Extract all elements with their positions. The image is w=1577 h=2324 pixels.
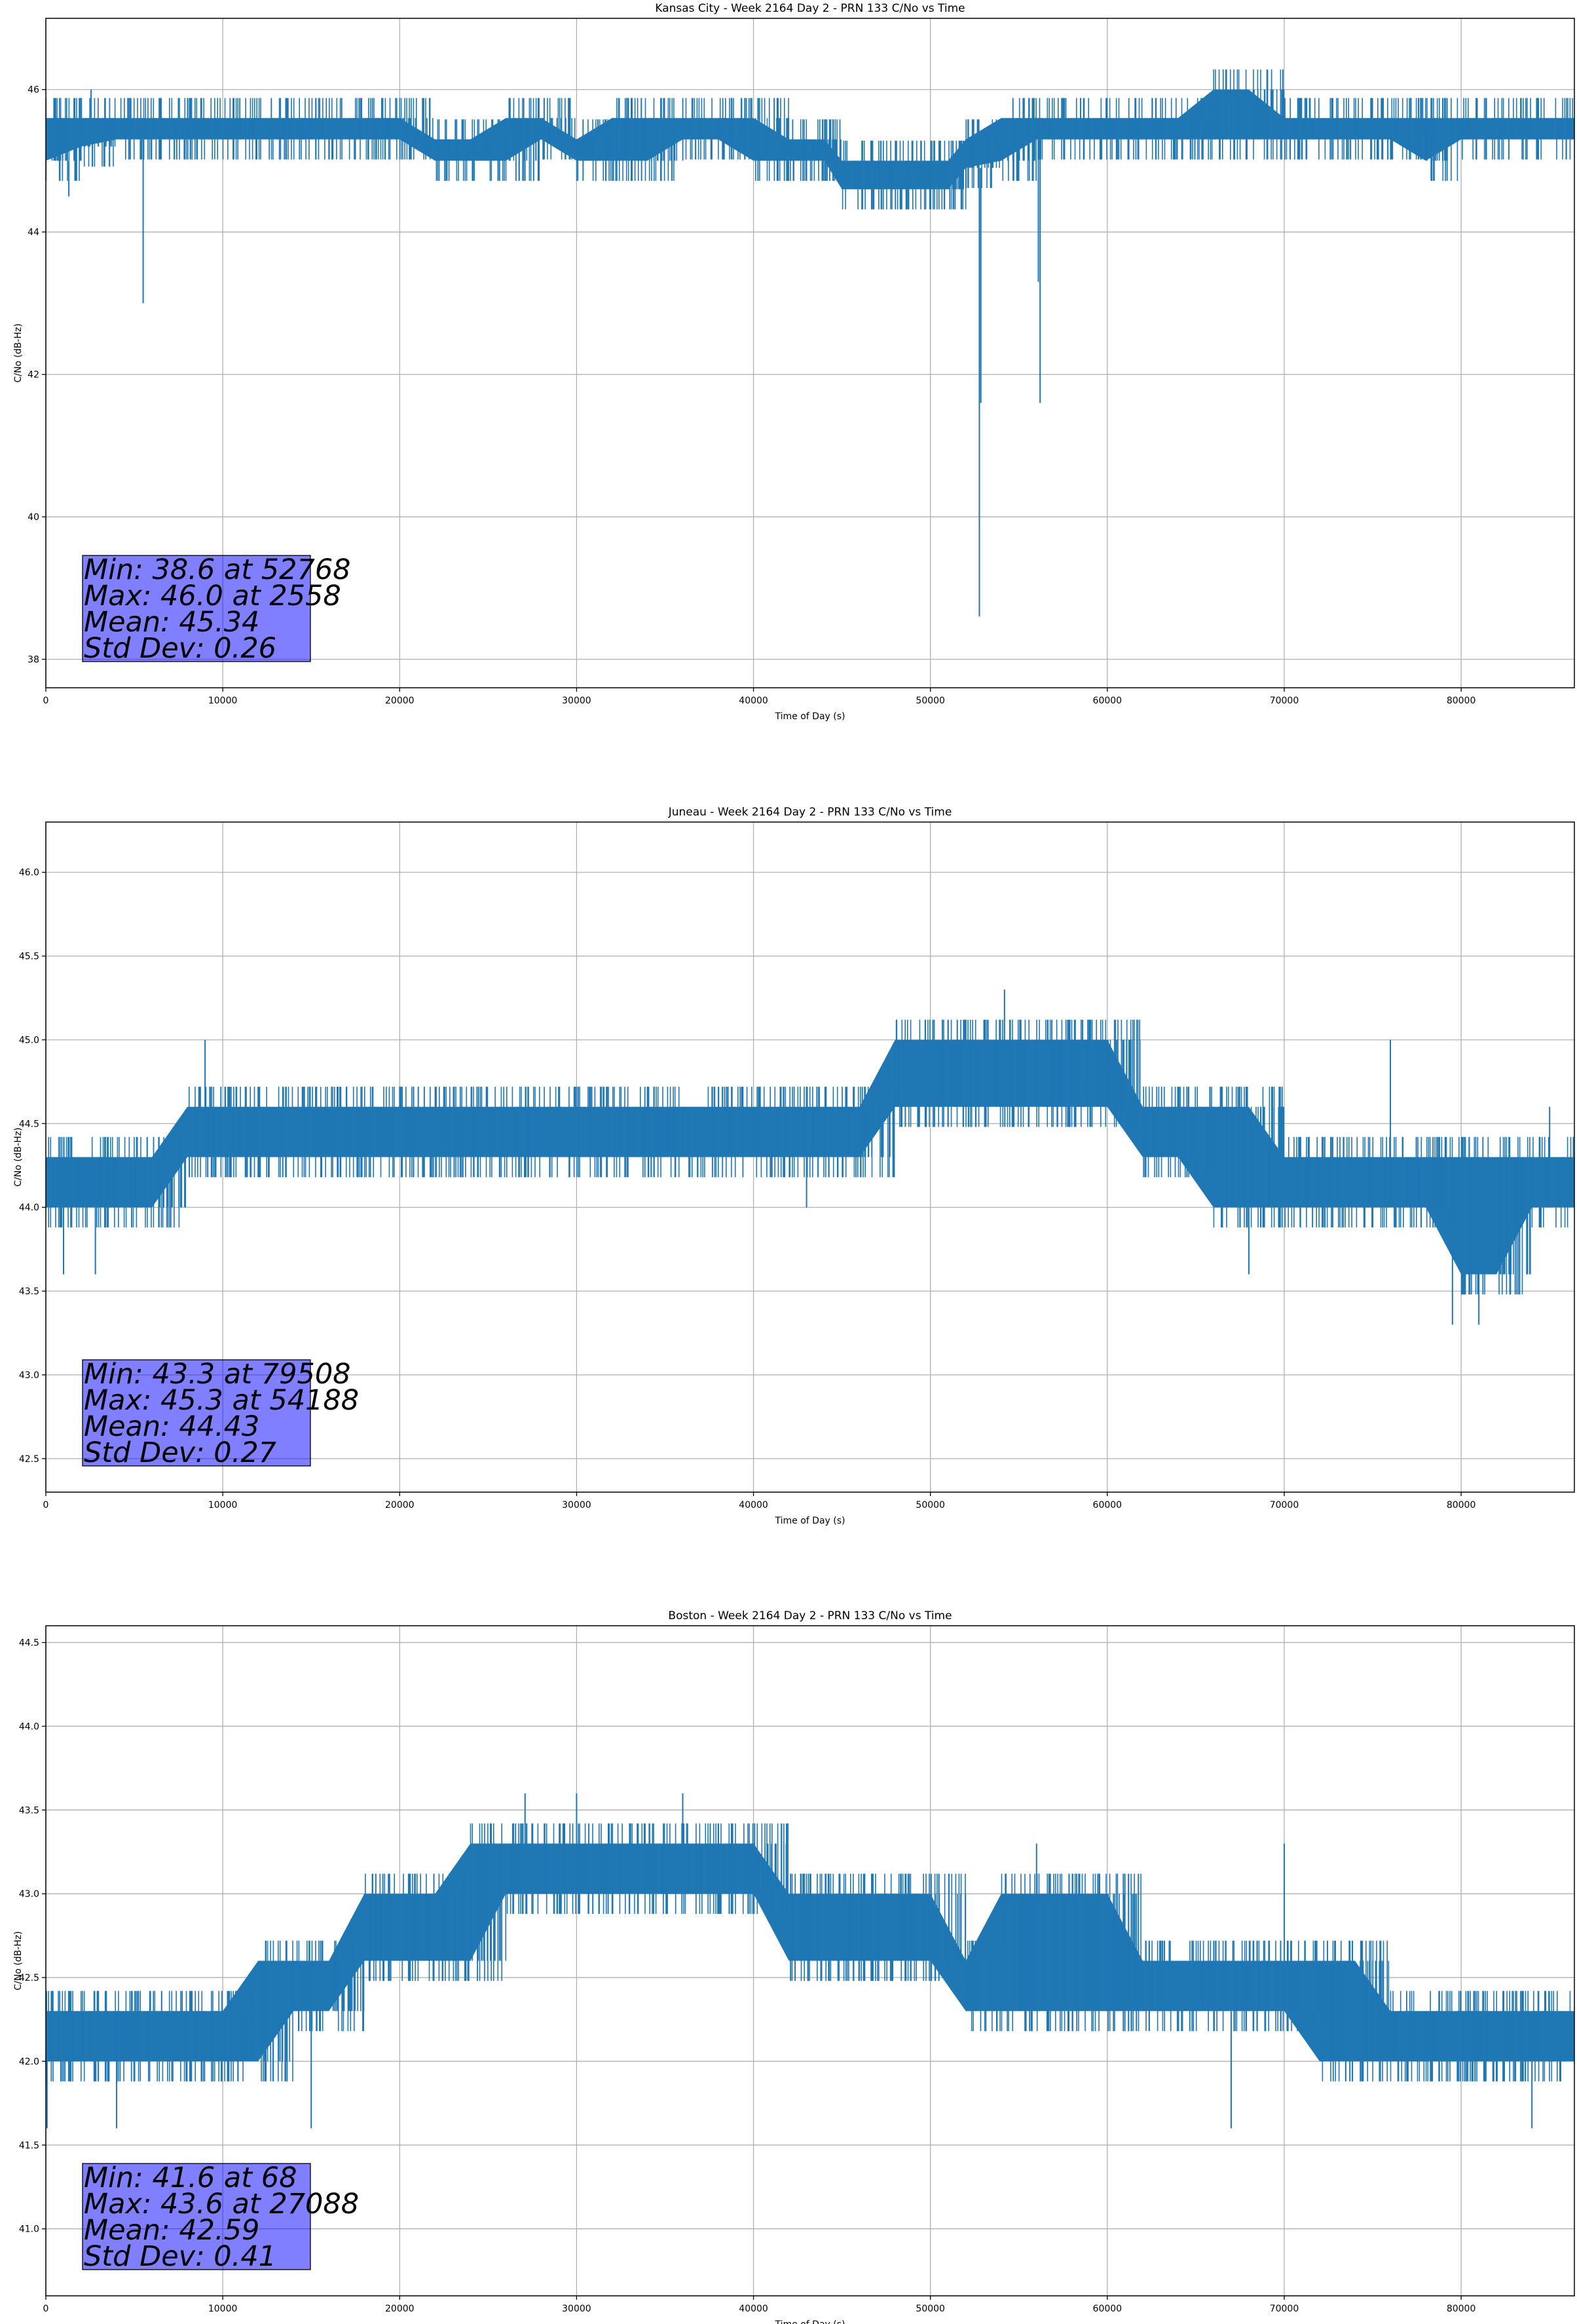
- x-tick-label: 50000: [916, 2304, 945, 2314]
- chart-title: Boston - Week 2164 Day 2 - PRN 133 C/No …: [668, 1609, 952, 1622]
- y-tick-label: 45.5: [19, 952, 39, 962]
- y-tick-label: 46.0: [19, 868, 39, 878]
- x-tick-label: 80000: [1447, 696, 1476, 706]
- x-tick-label: 10000: [208, 696, 238, 706]
- series-line: [46, 1793, 1574, 2129]
- series-line: [46, 989, 1574, 1325]
- x-tick-label: 50000: [916, 696, 945, 706]
- series-noise: [48, 1019, 1574, 1295]
- stats-line: Min: 43.3 at 79508: [84, 1358, 351, 1391]
- stats-line: Max: 43.6 at 27088: [84, 2188, 359, 2221]
- chart-panel-3: Boston - Week 2164 Day 2 - PRN 133 C/No …: [13, 1609, 1575, 2324]
- grid: [45, 18, 1574, 688]
- stats-line: Mean: 45.34: [84, 606, 259, 639]
- x-tick-label: 30000: [562, 2304, 591, 2314]
- y-tick-label: 46: [28, 85, 39, 96]
- y-tick-label: 41.0: [19, 2224, 39, 2235]
- stats-line: Std Dev: 0.27: [84, 1436, 276, 1469]
- x-tick-label: 60000: [1093, 1500, 1122, 1510]
- stats-line: Mean: 42.59: [84, 2214, 259, 2247]
- x-tick-label: 40000: [739, 696, 768, 706]
- stats-line: Mean: 44.43: [84, 1410, 259, 1443]
- plot-frame: [45, 821, 1575, 1493]
- series-noise: [46, 1823, 1571, 2082]
- chart-title: Juneau - Week 2164 Day 2 - PRN 133 C/No …: [668, 806, 952, 819]
- y-tick-label: 44.5: [19, 1638, 39, 1649]
- x-tick-label: 10000: [208, 1500, 238, 1510]
- y-tick-label: 45.0: [19, 1035, 39, 1045]
- x-tick-label: 80000: [1447, 1500, 1476, 1510]
- y-tick-label: 43.0: [19, 1889, 39, 1900]
- stats-box-background: [82, 1359, 311, 1467]
- stats-line: Min: 38.6 at 52768: [84, 553, 351, 586]
- x-tick-label: 50000: [916, 1500, 945, 1510]
- x-tick-label: 0: [43, 696, 49, 706]
- y-tick-label: 44.0: [19, 1721, 39, 1732]
- stats-line: Max: 45.3 at 54188: [84, 1384, 359, 1417]
- series-line: [46, 69, 1574, 617]
- y-axis-label: C/No (dB-Hz): [13, 1127, 24, 1186]
- stats-line: Min: 41.6 at 68: [84, 2162, 297, 2194]
- y-tick-label: 44: [28, 227, 39, 238]
- y-tick-label: 38: [28, 655, 39, 665]
- x-tick-label: 40000: [739, 1500, 768, 1510]
- x-tick-label: 40000: [739, 2304, 768, 2314]
- y-tick-label: 44.0: [19, 1203, 39, 1213]
- x-tick-label: 0: [43, 2304, 49, 2314]
- y-tick-label: 43.5: [19, 1805, 39, 1816]
- chart-panel-1: Kansas City - Week 2164 Day 2 - PRN 133 …: [13, 2, 1575, 722]
- stats-line: Max: 46.0 at 2558: [84, 580, 341, 612]
- y-tick-label: 41.5: [19, 2141, 39, 2151]
- y-tick-label: 43.0: [19, 1370, 39, 1381]
- x-tick-label: 0: [43, 1500, 49, 1510]
- x-tick-label: 60000: [1093, 696, 1122, 706]
- plot-frame: [45, 1625, 1575, 2296]
- chart-panel-2: Juneau - Week 2164 Day 2 - PRN 133 C/No …: [13, 806, 1575, 1526]
- y-tick-label: 43.5: [19, 1286, 39, 1297]
- x-tick-label: 20000: [385, 2304, 415, 2314]
- x-tick-label: 80000: [1447, 2304, 1476, 2314]
- x-tick-label: 10000: [208, 2304, 238, 2314]
- series-noise: [46, 69, 1573, 210]
- x-tick-label: 70000: [1270, 696, 1299, 706]
- x-tick-label: 20000: [385, 1500, 415, 1510]
- x-axis-label: Time of Day (s): [775, 2319, 845, 2324]
- x-axis-label: Time of Day (s): [775, 711, 845, 722]
- x-tick-label: 60000: [1093, 2304, 1122, 2314]
- y-tick-label: 40: [28, 512, 39, 523]
- stats-box-background: [82, 2163, 311, 2270]
- y-tick-label: 42.5: [19, 1454, 39, 1465]
- stats-box-background: [82, 555, 311, 662]
- y-tick-label: 42.0: [19, 2057, 39, 2067]
- x-tick-label: 20000: [385, 696, 415, 706]
- x-tick-label: 30000: [562, 1500, 591, 1510]
- stats-line: Std Dev: 0.26: [84, 632, 276, 665]
- x-tick-label: 30000: [562, 696, 591, 706]
- x-axis-label: Time of Day (s): [775, 1516, 845, 1526]
- stats-line: Std Dev: 0.41: [84, 2240, 276, 2273]
- x-tick-label: 70000: [1270, 1500, 1299, 1510]
- y-tick-label: 42.5: [19, 1973, 39, 1983]
- chart-title: Kansas City - Week 2164 Day 2 - PRN 133 …: [655, 2, 965, 15]
- y-axis-label: C/No (dB-Hz): [13, 1931, 24, 1990]
- x-tick-label: 70000: [1270, 2304, 1299, 2314]
- series-band: [46, 89, 1574, 189]
- y-tick-label: 42: [28, 370, 39, 381]
- plot-frame: [45, 18, 1575, 688]
- y-axis-label: C/No (dB-Hz): [13, 324, 24, 383]
- y-tick-label: 44.5: [19, 1119, 39, 1129]
